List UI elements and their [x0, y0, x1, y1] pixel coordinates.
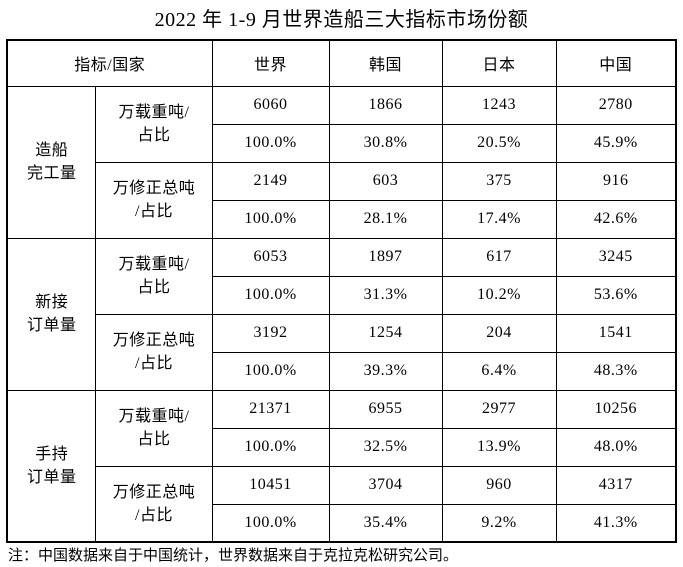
- value-cell: 3704: [328, 465, 443, 505]
- value-cell: 960: [441, 465, 557, 505]
- group-label-line: 订单量: [26, 317, 77, 334]
- value-cell: 6060: [211, 85, 330, 125]
- share-cell: 100.0%: [211, 275, 330, 315]
- share-cell: 39.3%: [328, 351, 443, 391]
- value-cell: 1243: [441, 85, 557, 125]
- row-label-line: 万修正总吨: [112, 483, 196, 501]
- share-cell: 100.0%: [211, 351, 330, 391]
- value-cell: 1541: [555, 313, 677, 353]
- value-cell: 1897: [328, 237, 443, 277]
- table-row: 100.0% 35.4% 9.2% 41.3%: [7, 503, 677, 543]
- row-label-line: 万载重吨/: [118, 104, 190, 121]
- value-cell: 3245: [555, 237, 677, 277]
- value-cell: 2977: [441, 389, 557, 429]
- shipbuilding-indicators-table: 指标/国家 世界 韩国 日本 中国 造船 完工量 万载重吨/ 占比 6060 1…: [5, 39, 677, 543]
- value-cell: 6955: [328, 389, 443, 429]
- group-label-line: 新接: [35, 294, 69, 311]
- share-cell: 53.6%: [555, 275, 677, 315]
- row-label-line: 占比: [137, 127, 171, 144]
- table-row: 100.0% 31.3% 10.2% 53.6%: [7, 275, 677, 315]
- table-row: 万修正总吨 /占比 2149 603 375 916: [7, 161, 677, 239]
- share-cell: 13.9%: [441, 427, 557, 467]
- header-col-china: 中国: [555, 39, 677, 87]
- share-cell: 45.9%: [555, 123, 677, 163]
- row-label-line: 万修正总吨: [112, 332, 196, 349]
- value-cell: 204: [441, 313, 557, 353]
- row-label-cell-dwt: 万载重吨/ 占比: [95, 237, 213, 315]
- share-cell: 31.3%: [328, 275, 443, 315]
- header-row: 指标/国家 世界 韩国 日本 中国: [6, 39, 677, 87]
- group-label-line: 订单量: [26, 468, 77, 486]
- share-cell: 30.8%: [328, 123, 443, 163]
- footnote: 注：中国数据来自于中国统计，世界数据来自于克拉克松研究公司。: [8, 548, 459, 564]
- table-row: 手持 订单量 万载重吨/ 占比 21371 6955 2977 10256: [6, 389, 677, 543]
- table-row: 100.0% 28.1% 17.4% 42.6%: [7, 199, 677, 239]
- row-label-line: 万修正总吨: [112, 180, 196, 197]
- table-row: 100.0% 32.5% 13.9% 48.0%: [7, 427, 677, 467]
- table-row: 100.0% 39.3% 6.4% 48.3%: [7, 351, 677, 391]
- table-row: 万修正总吨 /占比 3192 1254 204 1541: [7, 313, 677, 391]
- share-cell: 100.0%: [211, 199, 330, 239]
- row-label-cell-cgt: 万修正总吨 /占比: [95, 161, 213, 239]
- value-cell: 3192: [211, 313, 330, 353]
- table-row: 100.0% 30.8% 20.5% 45.9%: [7, 123, 677, 163]
- row-label-line: /占比: [135, 355, 173, 372]
- row-label-cell-cgt: 万修正总吨 /占比: [95, 465, 213, 543]
- header-col-world: 世界: [211, 39, 330, 87]
- header-corner-cell: 指标/国家: [6, 39, 213, 87]
- header-col-korea: 韩国: [328, 39, 443, 87]
- share-cell: 42.6%: [555, 199, 677, 239]
- value-cell: 10451: [211, 465, 330, 505]
- row-label-line: 万载重吨/: [118, 408, 190, 425]
- share-cell: 41.3%: [555, 503, 677, 543]
- share-cell: 48.3%: [555, 351, 677, 391]
- value-cell: 2780: [555, 85, 677, 125]
- share-cell: 35.4%: [328, 503, 443, 543]
- share-cell: 20.5%: [441, 123, 557, 163]
- value-cell: 2149: [211, 161, 330, 201]
- value-cell: 1866: [328, 85, 443, 125]
- share-cell: 48.0%: [555, 427, 677, 467]
- share-cell: 100.0%: [211, 427, 330, 467]
- table-row: 万修正总吨 /占比 10451 3704 960 4317: [7, 465, 677, 543]
- table-row: 新接 订单量 万载重吨/ 占比 6053 1897 617 3245: [6, 237, 677, 391]
- value-cell: 10256: [555, 389, 677, 429]
- group-label-cell-completions: 造船 完工量: [6, 85, 97, 239]
- row-label-line: /占比: [135, 203, 173, 220]
- row-label-line: 占比: [137, 431, 171, 448]
- share-cell: 100.0%: [211, 503, 330, 543]
- row-label-cell-cgt: 万修正总吨 /占比: [95, 313, 213, 391]
- share-cell: 9.2%: [441, 503, 557, 543]
- share-cell: 28.1%: [328, 199, 443, 239]
- row-label-cell-dwt: 万载重吨/ 占比: [95, 389, 213, 467]
- value-cell: 375: [441, 161, 557, 201]
- share-cell: 100.0%: [211, 123, 330, 163]
- share-cell: 6.4%: [441, 351, 557, 391]
- group-label-line: 造船: [35, 142, 69, 159]
- table-row: 造船 完工量 万载重吨/ 占比 6060 1866 1243 2780: [6, 85, 677, 239]
- header-col-japan: 日本: [441, 39, 557, 87]
- group-label-line: 完工量: [26, 165, 77, 182]
- row-label-line: 万载重吨/: [118, 256, 190, 273]
- share-cell: 10.2%: [441, 275, 557, 315]
- value-cell: 603: [328, 161, 443, 201]
- value-cell: 4317: [555, 465, 677, 505]
- group-label-cell-orderbook: 手持 订单量: [6, 389, 97, 543]
- page-title: 2022 年 1-9 月世界造船三大指标市场份额: [154, 9, 529, 31]
- share-cell: 17.4%: [441, 199, 557, 239]
- group-label-line: 手持: [35, 445, 69, 463]
- value-cell: 1254: [328, 313, 443, 353]
- value-cell: 916: [555, 161, 677, 201]
- value-cell: 617: [441, 237, 557, 277]
- row-label-line: 占比: [137, 279, 171, 296]
- row-label-cell-dwt: 万载重吨/ 占比: [95, 85, 213, 163]
- value-cell: 21371: [211, 389, 330, 429]
- share-cell: 32.5%: [328, 427, 443, 467]
- group-label-cell-new-orders: 新接 订单量: [6, 237, 97, 391]
- row-label-line: /占比: [135, 506, 173, 524]
- value-cell: 6053: [211, 237, 330, 277]
